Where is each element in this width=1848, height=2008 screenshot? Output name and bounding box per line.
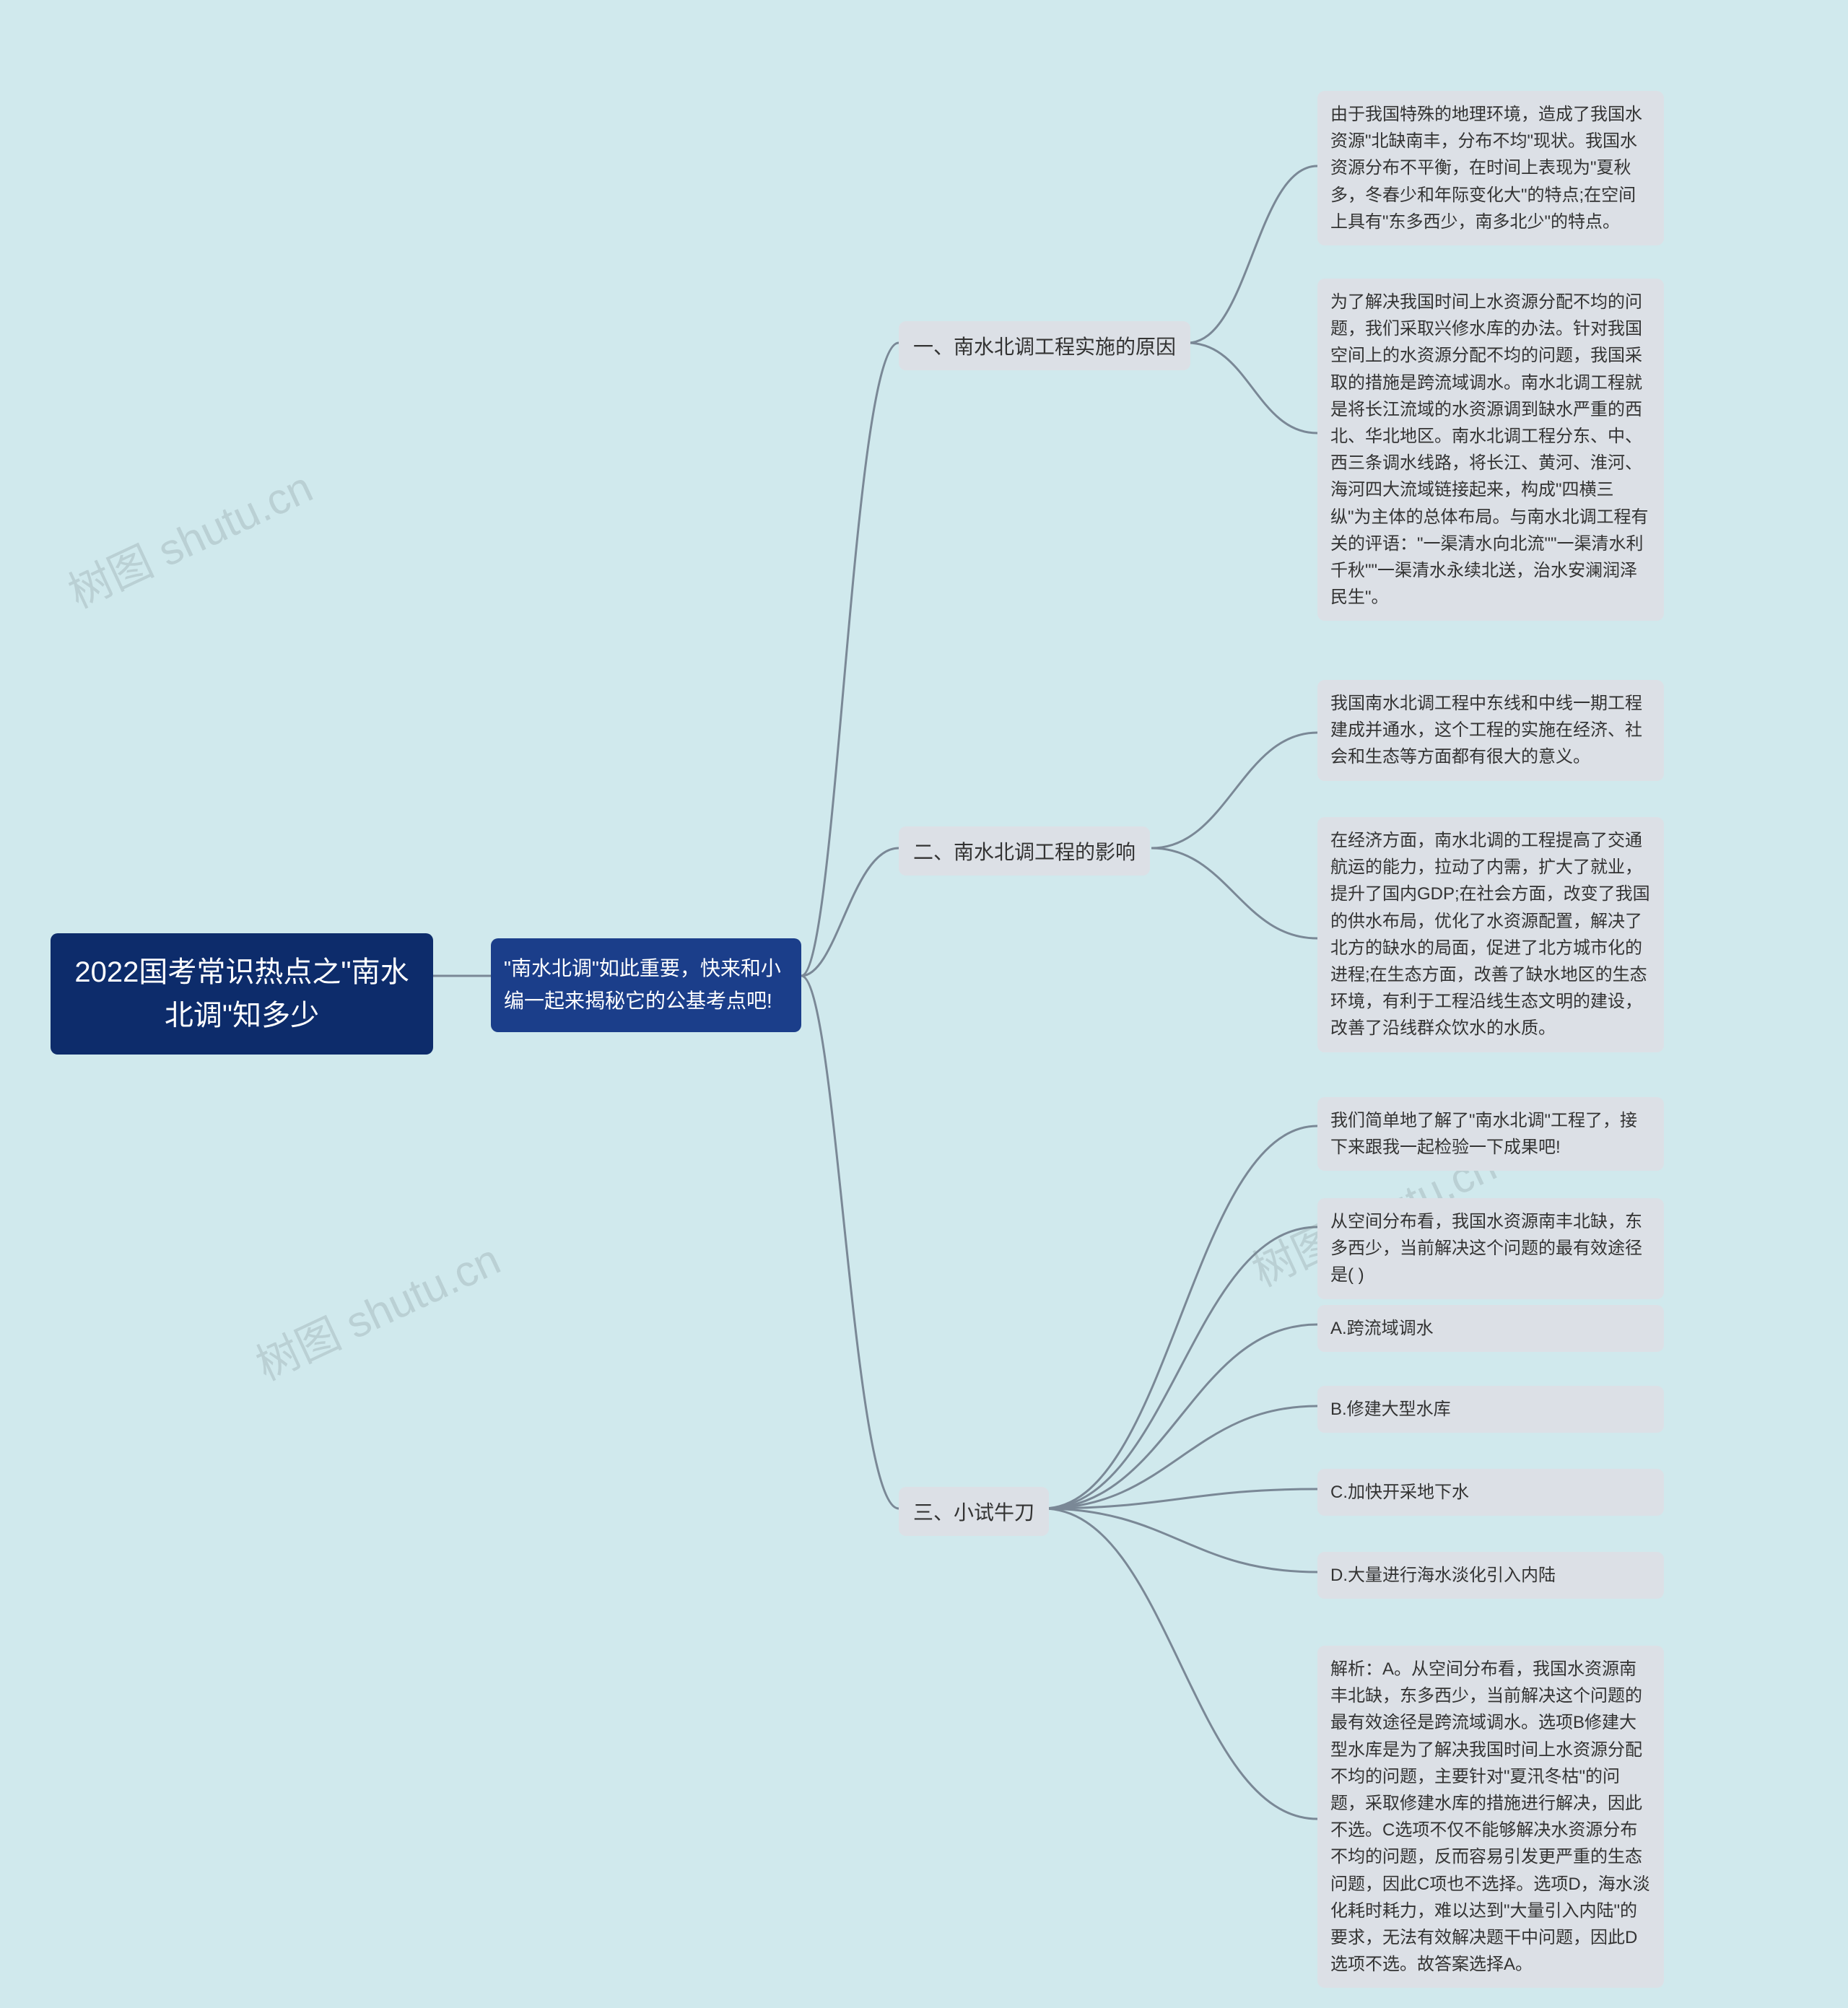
- section-2-leaf-0[interactable]: 我国南水北调工程中东线和中线一期工程建成并通水，这个工程的实施在经济、社会和生态…: [1317, 680, 1664, 781]
- section-3-node[interactable]: 三、小试牛刀: [899, 1487, 1049, 1536]
- watermark: 树图 shutu.cn: [245, 1225, 509, 1392]
- section-3-leaf-4-option-c[interactable]: C.加快开采地下水: [1317, 1469, 1664, 1516]
- section-2-node[interactable]: 二、南水北调工程的影响: [899, 826, 1150, 876]
- section-2-leaf-1[interactable]: 在经济方面，南水北调的工程提高了交通航运的能力，拉动了内需，扩大了就业，提升了国…: [1317, 817, 1664, 1052]
- section-1-leaf-1[interactable]: 为了解决我国时间上水资源分配不均的问题，我们采取兴修水库的办法。针对我国空间上的…: [1317, 279, 1664, 621]
- section-1-leaf-0[interactable]: 由于我国特殊的地理环境，造成了我国水资源"北缺南丰，分布不均"现状。我国水资源分…: [1317, 91, 1664, 245]
- section-3-leaf-5-option-d[interactable]: D.大量进行海水淡化引入内陆: [1317, 1552, 1664, 1599]
- section-1-node[interactable]: 一、南水北调工程实施的原因: [899, 321, 1190, 370]
- section-3-leaf-3-option-b[interactable]: B.修建大型水库: [1317, 1386, 1664, 1433]
- watermark: 树图 shutu.cn: [57, 453, 321, 620]
- section-3-leaf-0[interactable]: 我们简单地了解了"南水北调"工程了，接下来跟我一起检验一下成果吧!: [1317, 1097, 1664, 1171]
- intro-node[interactable]: "南水北调"如此重要，快来和小编一起来揭秘它的公基考点吧!: [491, 938, 801, 1032]
- section-3-leaf-1[interactable]: 从空间分布看，我国水资源南丰北缺，东多西少，当前解决这个问题的最有效途径是( ): [1317, 1198, 1664, 1299]
- root-node[interactable]: 2022国考常识热点之"南水北调"知多少: [51, 933, 433, 1055]
- section-3-leaf-2-option-a[interactable]: A.跨流域调水: [1317, 1305, 1664, 1352]
- section-3-leaf-6-answer[interactable]: 解析：A。从空间分布看，我国水资源南丰北缺，东多西少，当前解决这个问题的最有效途…: [1317, 1646, 1664, 1988]
